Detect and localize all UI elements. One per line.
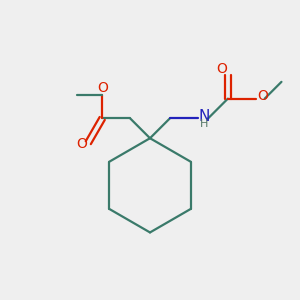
Text: O: O — [97, 81, 108, 95]
Text: O: O — [257, 89, 268, 103]
Text: H: H — [200, 119, 208, 129]
Text: O: O — [76, 137, 87, 151]
Text: O: O — [216, 62, 227, 76]
Text: N: N — [199, 109, 210, 124]
